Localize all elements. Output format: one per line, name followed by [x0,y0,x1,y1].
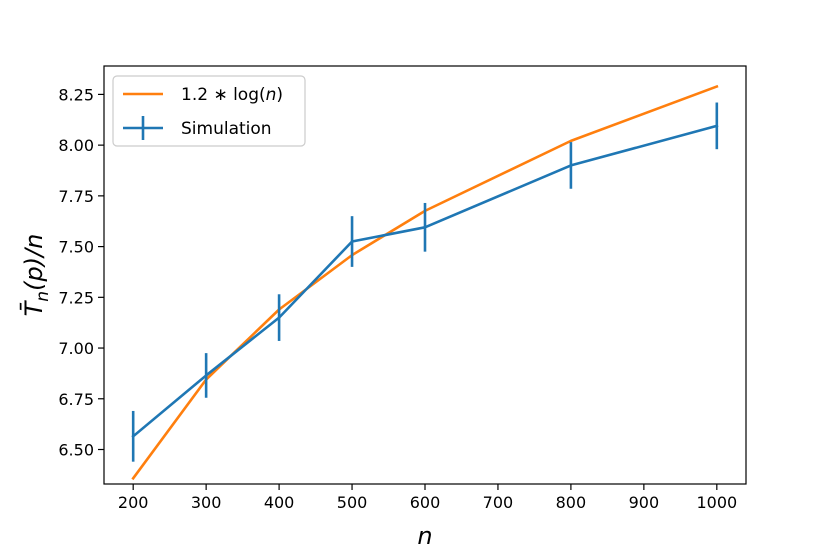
y-tick-label: 7.00 [58,339,94,358]
x-tick-label: 500 [337,493,368,512]
legend-label: 1.2 ∗ log(n) [181,85,283,105]
x-tick-label: 700 [483,493,514,512]
series-layer [131,84,719,481]
legend: 1.2 ∗ log(n)Simulation [112,75,306,147]
x-tick-label: 200 [118,493,149,512]
x-tick-label: 900 [629,493,660,512]
y-axis-label-rest: (p)/n [20,234,48,291]
legend-label-part: ) [276,85,283,105]
legend-label: Simulation [181,119,272,139]
x-tick-label: 300 [191,493,222,512]
legend-label-part: 1.2 ∗ log( [181,85,266,105]
x-axis-label: n [417,522,432,550]
x-tick-label: 400 [264,493,295,512]
y-tick-label: 6.75 [58,390,94,409]
y-tick-label: 7.75 [58,187,94,206]
x-tick-label: 800 [556,493,587,512]
y-axis-label-subscript: n [33,291,53,302]
y-axis-label: T̄n(p)/n [19,234,53,317]
x-tick-label: 1000 [696,493,737,512]
axes: 200 300 400 500 600 700 800 900 1000 6.50 6.75 7.00… [19,65,747,550]
y-tick-label: 7.50 [58,238,94,257]
x-tick-label: 600 [410,493,441,512]
y-tick-label: 6.50 [58,441,94,460]
y-axis-label-main: T̄ [19,299,48,316]
y-tick-label: 7.25 [58,288,94,307]
y-tick-label: 8.00 [58,136,94,155]
y-tick-label: 8.25 [58,85,94,104]
legend-label-part: n [266,85,277,105]
